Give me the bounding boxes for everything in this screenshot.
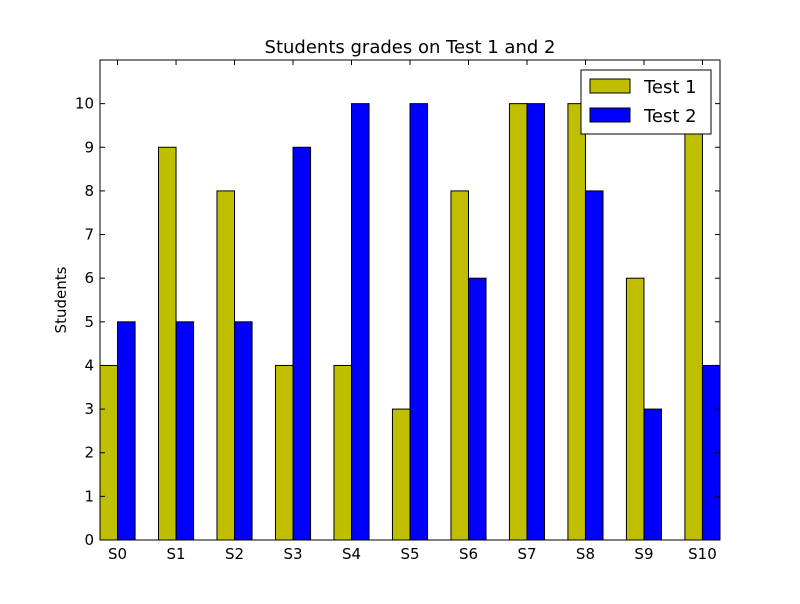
y-tick-label: 5 [84, 313, 94, 331]
bar-test-1-s8 [567, 103, 586, 541]
legend-swatch-test-2 [589, 107, 631, 123]
chart-title: Students grades on Test 1 and 2 [265, 37, 556, 58]
y-tick-label: 10 [75, 95, 94, 113]
bar-test-2-s7 [526, 103, 546, 541]
bar-test-1-s6 [450, 190, 469, 541]
axes-layer: 0 1 2 3 4 5 6 7 8 9 10 S0 S1 S2 S3 S4 S5 S6 S7 S8 S9 S10 [75, 59, 721, 563]
x-tick-label: S9 [634, 545, 653, 563]
y-axis-label: Students [52, 266, 70, 333]
bar-test-2-s1 [175, 321, 195, 541]
bar-test-2-s8 [584, 190, 604, 541]
x-tick-label: S7 [517, 545, 536, 563]
legend: Test 1 Test 2 [580, 69, 712, 135]
x-tick-label: S1 [166, 545, 185, 563]
y-tick-label: 2 [84, 444, 94, 462]
bar-test-2-s5 [409, 103, 429, 541]
bar-test-1-s10 [684, 103, 703, 541]
x-tick-label: S3 [283, 545, 302, 563]
bar-test-1-s2 [216, 190, 236, 541]
x-tick-label: S10 [688, 545, 717, 563]
x-tick-label: S8 [576, 545, 595, 563]
y-tick-label: 7 [84, 226, 94, 244]
bar-test-2-s0 [117, 321, 136, 541]
bar-test-2-s4 [351, 103, 370, 541]
bar-test-2-s6 [467, 277, 487, 541]
bar-test-1-s4 [333, 364, 353, 541]
y-tick-label: 4 [84, 356, 94, 374]
legend-label-test-2: Test 2 [643, 106, 697, 127]
bar-test-1-s5 [391, 408, 411, 541]
bar-test-1-s7 [508, 103, 528, 541]
x-tick-label: S6 [459, 545, 478, 563]
legend-label-test-1: Test 1 [643, 77, 697, 98]
bar-test-2-s3 [292, 146, 312, 541]
x-tick-label: S0 [108, 545, 127, 563]
y-tick-label: 1 [84, 487, 94, 505]
y-tick-label: 0 [84, 531, 94, 549]
bar-test-2-s9 [643, 408, 663, 541]
bar-test-1-s1 [157, 146, 177, 541]
y-tick-label: 9 [84, 138, 94, 156]
y-tick-label: 6 [84, 269, 94, 287]
bars-layer [99, 103, 721, 541]
y-tick-label: 3 [84, 400, 94, 418]
bar-test-2-s2 [234, 321, 253, 541]
x-tick-label: S5 [400, 545, 419, 563]
y-tick-label: 8 [84, 182, 94, 200]
legend-swatch-test-1 [589, 78, 631, 94]
x-tick-label: S4 [342, 545, 361, 563]
x-tick-label: S2 [225, 545, 244, 563]
bar-test-1-s3 [274, 364, 294, 541]
bar-test-1-s9 [625, 277, 645, 541]
